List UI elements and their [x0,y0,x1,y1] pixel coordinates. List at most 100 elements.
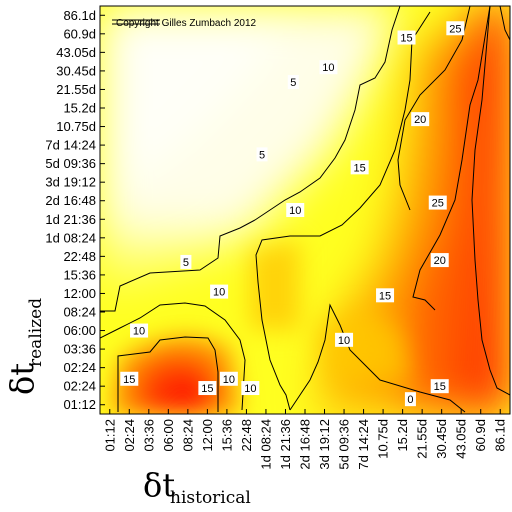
contour-label-bg [319,60,338,75]
y-tick-label: 3d 19:12 [45,175,96,190]
contour-label: 15 [376,288,395,303]
y-tick-label: 15:36 [63,267,96,282]
contour-label-bg [430,379,449,394]
contour-label-text: 10 [289,205,301,217]
y-tick-label: 60.9d [63,26,96,41]
contour-label-text: 15 [123,374,135,386]
y-axis-title: δt realized [3,298,46,395]
y-tick-label: 02:24 [63,379,96,394]
y-ticks: 01:12 02:24 02:24 03:36 06:00 08:24 12:00 15:36… [45,8,105,412]
contour-label-bg [350,160,369,175]
x-tick-label: 86.1d [493,419,508,452]
contour-label: 0 [404,392,416,407]
y-tick-label: 30.45d [56,63,96,78]
contour-label-bg [256,147,268,162]
contour-label-bg [130,323,149,338]
contour-label: 15 [198,381,217,396]
contour-label: 5 [256,147,268,162]
contour-label-text: 5 [290,77,296,89]
contour-label: 10 [241,381,260,396]
contour-label-text: 10 [322,62,334,74]
contour-label-bg [219,371,238,386]
x-tick-label: 10.75d [376,419,391,459]
contour-label: 10 [319,60,338,75]
x-tick-label: 2d 16:48 [298,419,313,470]
y-tick-label: 12:00 [63,286,96,301]
contour-label-text: 25 [432,198,444,210]
x-tick-label: 08:24 [180,419,195,452]
contour-label: 5 [180,254,192,269]
contour-label-bg [210,284,229,299]
contour-label: 15 [397,30,416,45]
x-tick-label: 21.55d [415,419,430,459]
contour-label-bg [397,30,416,45]
copyright-text: Copyright Gilles Zumbach 2012 [116,18,257,29]
contour-label: 25 [446,21,465,36]
x-axis-title: δt historical [143,466,251,508]
x-tick-label: 5d 09:36 [337,419,352,470]
contour-label-text: 0 [407,394,413,406]
contour-lines [100,6,510,413]
x-axis-title-main: δt [143,466,175,504]
x-tick-label: 1d 21:36 [278,419,293,470]
contour-label: 10 [335,332,354,347]
contour-label: 20 [430,253,449,268]
y-axis-title-main: δt [3,363,41,395]
y-tick-label: 03:36 [63,342,96,357]
contour-label-bg [404,392,416,407]
contour-label: 10 [210,284,229,299]
contour-label-bg [120,371,139,386]
x-tick-label: 02:24 [122,419,137,452]
contour-label-text: 15 [379,290,391,302]
contour-label: 10 [219,371,238,386]
contour-label-text: 15 [201,383,213,395]
contour-label: 10 [130,323,149,338]
contour-label-bg [376,288,395,303]
x-tick-label: 7d 14:24 [356,419,371,470]
contour-label-text: 20 [434,255,446,267]
copyright-note: Copyright Gilles Zumbach 2012 [112,18,257,29]
contour-label-text: 15 [434,381,446,393]
contour-label-bg [241,381,260,396]
y-tick-label: 1d 08:24 [45,230,96,245]
x-tick-label: 60.9d [473,419,488,452]
x-tick-label: 06:00 [161,419,176,452]
contour-label-text: 15 [354,162,366,174]
x-axis-title-sub: historical [170,488,251,508]
contour-label: 15 [350,160,369,175]
contour-label-bg [428,195,447,210]
heatmap-field [100,6,510,414]
y-tick-label: 2d 16:48 [45,193,96,208]
y-tick-label: 43.05d [56,45,96,60]
y-tick-label: 22:48 [63,249,96,264]
y-tick-label: 15.2d [63,101,96,116]
x-tick-label: 22:48 [239,419,254,452]
x-tick-label: 01:12 [102,419,117,452]
contour-label-text: 10 [133,326,145,338]
contour-label-text: 5 [183,257,189,269]
contour-label-bg [411,112,430,127]
x-ticks: 01:12 02:24 03:36 06:00 08:24 12:00 15:36 22:48… [102,409,508,470]
x-tick-label: 1d 08:24 [258,419,273,470]
contour-label-text: 5 [259,149,265,161]
x-tick-label: 12:00 [200,419,215,452]
y-tick-label: 08:24 [63,305,96,320]
contour-label: 5 [287,75,299,90]
contour-label-bg [430,253,449,268]
y-tick-label: 21.55d [56,82,96,97]
contour-label-bg [198,381,217,396]
contour-label-bg [286,203,305,217]
contour-label-bg [180,254,192,269]
y-axis-title-sub: realized [26,298,46,367]
contour-label-bg [287,75,299,90]
contour-label: 10 [286,203,305,217]
contour-label: 15 [120,371,139,386]
x-tick-label: 43.05d [454,419,469,459]
contour-label-text: 25 [449,23,461,35]
contour-label: 20 [411,112,430,127]
y-tick-label: 06:00 [63,323,96,338]
y-tick-label: 86.1d [63,8,96,23]
y-tick-label: 10.75d [56,119,96,134]
x-tick-label: 15:36 [219,419,234,452]
